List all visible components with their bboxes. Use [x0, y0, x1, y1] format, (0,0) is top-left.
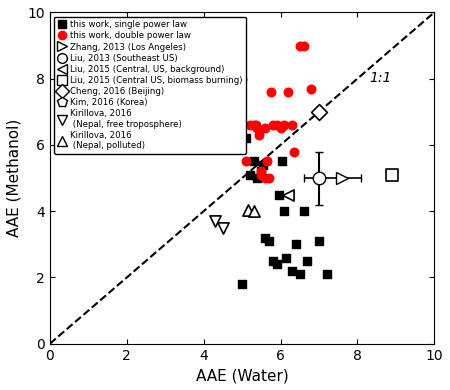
Point [288, 268, 296, 274]
Point [254, 125, 261, 131]
Point [266, 238, 273, 244]
Point [260, 162, 267, 168]
Point [254, 175, 261, 181]
X-axis label: AAE (Water): AAE (Water) [196, 368, 288, 383]
Point [281, 122, 288, 128]
Point [308, 85, 315, 92]
Point [292, 241, 300, 247]
Point [269, 122, 276, 128]
Point [279, 158, 286, 165]
Point [283, 254, 290, 261]
Point [269, 258, 276, 264]
Point [261, 175, 269, 181]
Point [264, 158, 271, 165]
Point [296, 43, 303, 49]
Point [250, 122, 257, 128]
Point [285, 89, 292, 95]
Point [296, 271, 303, 277]
Point [277, 125, 284, 131]
Y-axis label: AAE (Methanol): AAE (Methanol) [7, 119, 22, 237]
Point [250, 158, 257, 165]
Point [246, 172, 253, 178]
Point [273, 122, 280, 128]
Point [275, 191, 282, 198]
Point [252, 122, 259, 128]
Point [258, 168, 265, 175]
Point [281, 208, 288, 214]
Point [258, 168, 265, 175]
Point [290, 149, 297, 155]
Point [388, 172, 396, 178]
Point [285, 191, 292, 198]
Point [244, 206, 252, 213]
Point [212, 218, 219, 224]
Point [238, 76, 246, 82]
Point [246, 122, 253, 128]
Point [300, 43, 307, 49]
Point [261, 125, 269, 131]
Point [266, 175, 273, 181]
Point [258, 172, 265, 178]
Point [315, 238, 323, 244]
Point [243, 158, 250, 165]
Point [288, 122, 296, 128]
Point [243, 135, 250, 142]
Legend: this work, single power law, this work, double power law, Zhang, 2013 (Los Angel: this work, single power law, this work, … [54, 17, 246, 154]
Point [261, 234, 269, 241]
Point [256, 132, 263, 138]
Point [238, 281, 246, 287]
Point [323, 271, 330, 277]
Point [267, 89, 274, 95]
Point [233, 119, 240, 125]
Point [315, 109, 323, 115]
Point [219, 225, 226, 231]
Point [234, 119, 242, 125]
Point [304, 258, 311, 264]
Point [250, 208, 257, 214]
Point [300, 208, 307, 214]
Text: 1:1: 1:1 [369, 71, 392, 85]
Point [315, 175, 323, 181]
Point [273, 261, 280, 267]
